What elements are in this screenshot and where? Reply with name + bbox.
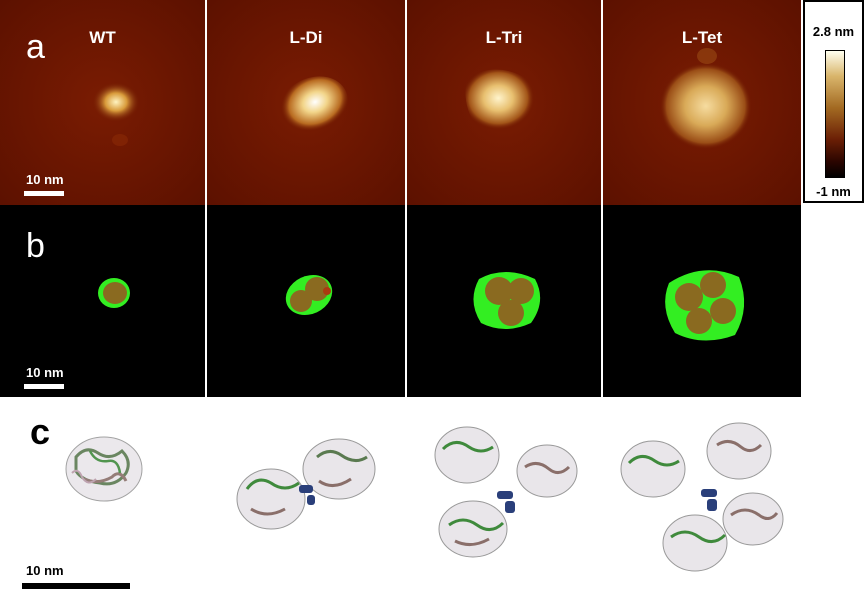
model-panel-ltet bbox=[603, 397, 801, 593]
colorbar-max-label: 2.8 nm bbox=[812, 24, 855, 39]
afm-image-ltet bbox=[603, 0, 801, 205]
scale-bar-c bbox=[22, 583, 130, 589]
afm-image-wt bbox=[0, 0, 205, 205]
mask-image-ltet bbox=[665, 270, 745, 341]
mask-panel-ltet bbox=[603, 205, 801, 397]
mask-image-ldi bbox=[285, 275, 333, 315]
model-image-ltet bbox=[620, 422, 784, 572]
scale-bar-label-c: 10 nm bbox=[26, 563, 64, 578]
model-image-ldi bbox=[236, 438, 376, 530]
model-image-wt bbox=[65, 436, 143, 502]
mask-image-wt bbox=[98, 278, 130, 308]
row-label-c: c bbox=[30, 411, 51, 452]
colorbar-min-label: -1 nm bbox=[816, 184, 851, 199]
scale-bar-label-b: 10 nm bbox=[26, 365, 64, 380]
model-panel-wt: c 10 nm bbox=[0, 397, 205, 593]
model-image-ltri bbox=[434, 426, 578, 558]
height-colorbar: 2.8 nm -1 nm bbox=[803, 0, 864, 203]
scale-bar-b bbox=[24, 384, 64, 389]
column-title-ldi: L-Di bbox=[289, 28, 323, 47]
afm-panel-ldi: L-Di bbox=[207, 0, 405, 205]
column-title-wt: WT bbox=[89, 28, 116, 47]
mask-image-ltri bbox=[473, 272, 541, 329]
column-title-ltet: L-Tet bbox=[681, 28, 723, 47]
column-title-ltri: L-Tri bbox=[485, 28, 523, 47]
mask-panel-wt: b 10 nm bbox=[0, 205, 205, 397]
model-panel-ltri bbox=[407, 397, 601, 593]
mask-panel-ldi bbox=[207, 205, 405, 397]
afm-panel-ltet: L-Tet bbox=[603, 0, 801, 205]
row-label-a: a bbox=[26, 28, 45, 66]
afm-panel-ltri: L-Tri bbox=[407, 0, 601, 205]
row-label-b: b bbox=[26, 227, 45, 265]
afm-panel-wt: a WT 10 nm bbox=[0, 0, 205, 205]
mask-panel-ltri bbox=[407, 205, 601, 397]
model-panel-ldi bbox=[207, 397, 405, 593]
colorbar-gradient bbox=[825, 50, 845, 178]
afm-image-ltri bbox=[407, 0, 601, 205]
scale-bar-label-a: 10 nm bbox=[26, 172, 64, 187]
afm-image-ldi bbox=[207, 0, 405, 205]
scale-bar-a bbox=[24, 191, 64, 196]
